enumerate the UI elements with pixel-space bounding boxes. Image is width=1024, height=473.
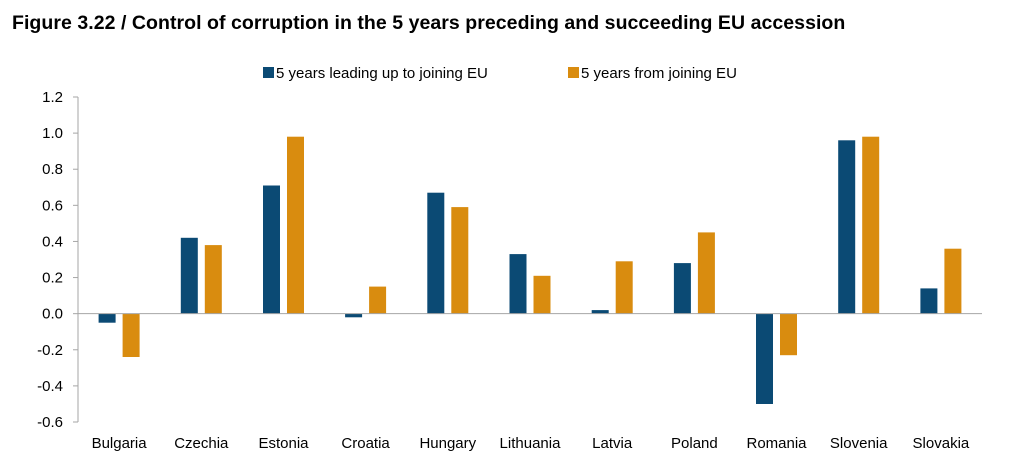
x-tick-label: Estonia <box>258 435 309 452</box>
x-tick-label: Bulgaria <box>92 435 148 452</box>
bar-hungary-series-1 <box>427 192 445 314</box>
bar-czechia-series-1 <box>180 237 198 314</box>
legend-label-series-1: 5 years leading up to joining EU <box>276 65 488 82</box>
y-tick-label: -0.4 <box>37 378 63 395</box>
bar-poland-series-1 <box>673 263 691 314</box>
legend: 5 years leading up to joining EU 5 years … <box>263 65 737 82</box>
x-tick-label: Czechia <box>174 435 229 452</box>
bar-estonia-series-2 <box>287 136 304 314</box>
bar-lithuania-series-2 <box>533 275 551 314</box>
bar-estonia-series-1 <box>263 185 280 314</box>
y-tick-label: 0.8 <box>42 161 63 178</box>
x-tick-label: Romania <box>746 435 807 452</box>
y-tick-label: 0.6 <box>42 197 63 214</box>
bar-slovenia-series-2 <box>862 136 880 314</box>
x-tick-label: Lithuania <box>500 435 562 452</box>
y-tick-label: 0.4 <box>42 233 63 250</box>
x-tick-label: Poland <box>671 435 718 452</box>
bar-lithuania-series-1 <box>509 254 527 314</box>
y-tick-label: 0.2 <box>42 270 63 287</box>
legend-swatch-series-1 <box>263 67 274 78</box>
legend-label-series-2: 5 years from joining EU <box>581 65 737 82</box>
y-tick-label: 1.0 <box>42 125 63 142</box>
x-axis: Bulgaria Czechia Estonia Croatia Hungary Lith… <box>78 313 982 452</box>
bar-bulgaria-series-1 <box>98 313 116 323</box>
x-tick-label: Croatia <box>341 435 390 452</box>
bar-poland-series-2 <box>697 232 715 314</box>
bar-slovakia-series-2 <box>944 248 962 314</box>
bar-latvia-series-1 <box>591 310 609 314</box>
bar-croatia-series-1 <box>345 313 363 318</box>
bar-bulgaria-series-2 <box>122 313 140 357</box>
x-tick-label: Slovenia <box>830 435 888 452</box>
bar-slovakia-series-1 <box>920 288 938 314</box>
chart-title: Figure 3.22 / Control of corruption in t… <box>12 12 846 34</box>
y-tick-label: -0.2 <box>37 342 63 359</box>
y-tick-label: 1.2 <box>42 89 63 106</box>
legend-swatch-series-2 <box>568 67 579 78</box>
y-tick-label: 0.0 <box>42 306 63 323</box>
bars <box>98 136 962 404</box>
bar-latvia-series-2 <box>615 261 633 314</box>
bar-croatia-series-2 <box>369 286 387 314</box>
bar-czechia-series-2 <box>204 245 222 314</box>
bar-romania-series-1 <box>756 313 773 404</box>
x-tick-label: Latvia <box>592 435 633 452</box>
bar-slovenia-series-1 <box>838 140 856 314</box>
y-axis: 1.2 1.0 0.8 0.6 0.4 0.2 0.0 -0.2 -0.4 -0.6 <box>37 89 79 431</box>
bar-hungary-series-2 <box>451 207 469 314</box>
x-tick-label: Hungary <box>419 435 476 452</box>
x-tick-label: Slovakia <box>913 435 970 452</box>
y-tick-label: -0.6 <box>37 414 63 431</box>
bar-romania-series-2 <box>780 313 797 356</box>
